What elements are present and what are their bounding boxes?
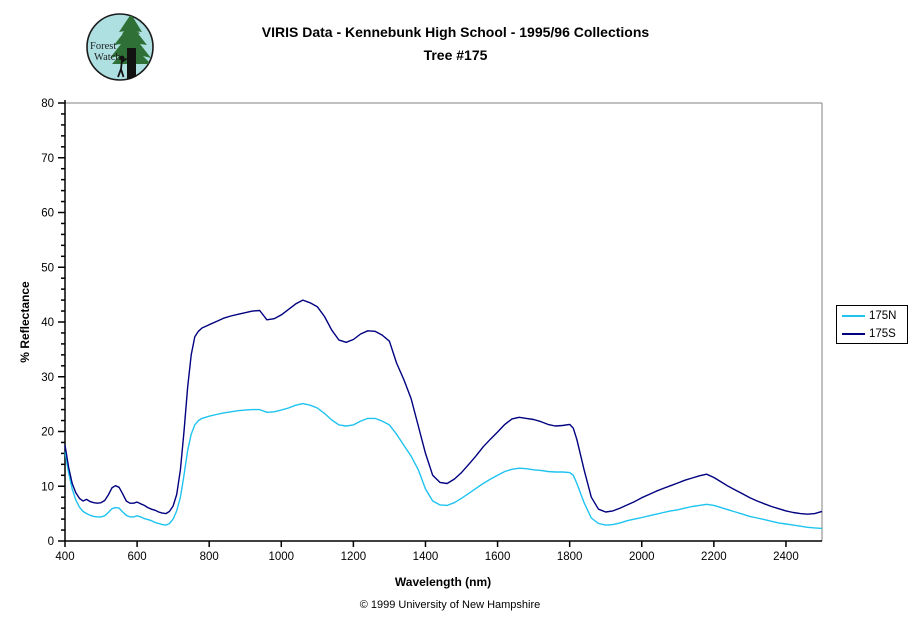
y-tick-label: 50 — [41, 262, 54, 274]
forest-watch-logo-icon: Forest Watch — [86, 13, 154, 81]
x-tick-label: 2000 — [629, 551, 655, 563]
x-tick-label: 1600 — [485, 551, 511, 563]
x-tick-label: 1200 — [341, 551, 367, 563]
pine-tree-icon — [110, 14, 151, 64]
x-tick-label: 1000 — [268, 551, 294, 563]
person-icon — [117, 55, 128, 78]
logo-text-watch: Watch — [94, 52, 121, 63]
x-tick-label: 600 — [128, 551, 147, 563]
y-tick-label: 0 — [48, 536, 54, 548]
legend-box: 175N 175S — [836, 305, 908, 344]
y-tick-label: 70 — [41, 153, 54, 165]
legend-label-175s: 175S — [869, 327, 896, 340]
legend-line-swatch-175s — [842, 332, 865, 335]
x-tick-label: 2400 — [773, 551, 799, 563]
logo-text-forest: Forest — [90, 41, 116, 52]
x-tick-label: 1400 — [413, 551, 439, 563]
y-tick-label: 30 — [41, 372, 54, 384]
y-tick-label: 10 — [41, 481, 54, 493]
x-tick-label: 400 — [55, 551, 74, 563]
series-line-175s — [64, 299, 823, 515]
chart-title-line1: VIRIS Data - Kennebunk High School - 199… — [261, 24, 650, 40]
y-tick-label: 60 — [41, 208, 54, 220]
copyright-text: © 1999 University of New Hampshire — [359, 599, 541, 611]
series-line-175n — [64, 402, 823, 530]
y-tick-label: 80 — [41, 98, 54, 110]
y-tick-label: 20 — [41, 427, 54, 439]
legend-line-swatch-175n — [842, 314, 865, 317]
tree-trunk-icon — [127, 48, 136, 80]
x-tick-label: 800 — [200, 551, 219, 563]
forest-watch-logo: Forest Watch — [85, 12, 155, 82]
x-tick-label: 2200 — [701, 551, 727, 563]
chart-title-block: VIRIS Data - Kennebunk High School - 199… — [0, 21, 911, 67]
legend-entry-175s: 175S — [837, 325, 907, 343]
legend-label-175n: 175N — [869, 309, 897, 322]
y-tick-label: 40 — [41, 317, 54, 329]
legend-entry-175n: 175N — [837, 307, 907, 325]
y-axis-title: % Reflectance — [18, 281, 32, 363]
x-tick-label: 1800 — [557, 551, 583, 563]
x-axis-title: Wavelength (nm) — [394, 575, 492, 589]
chart-title-line2: Tree #175 — [423, 47, 488, 63]
